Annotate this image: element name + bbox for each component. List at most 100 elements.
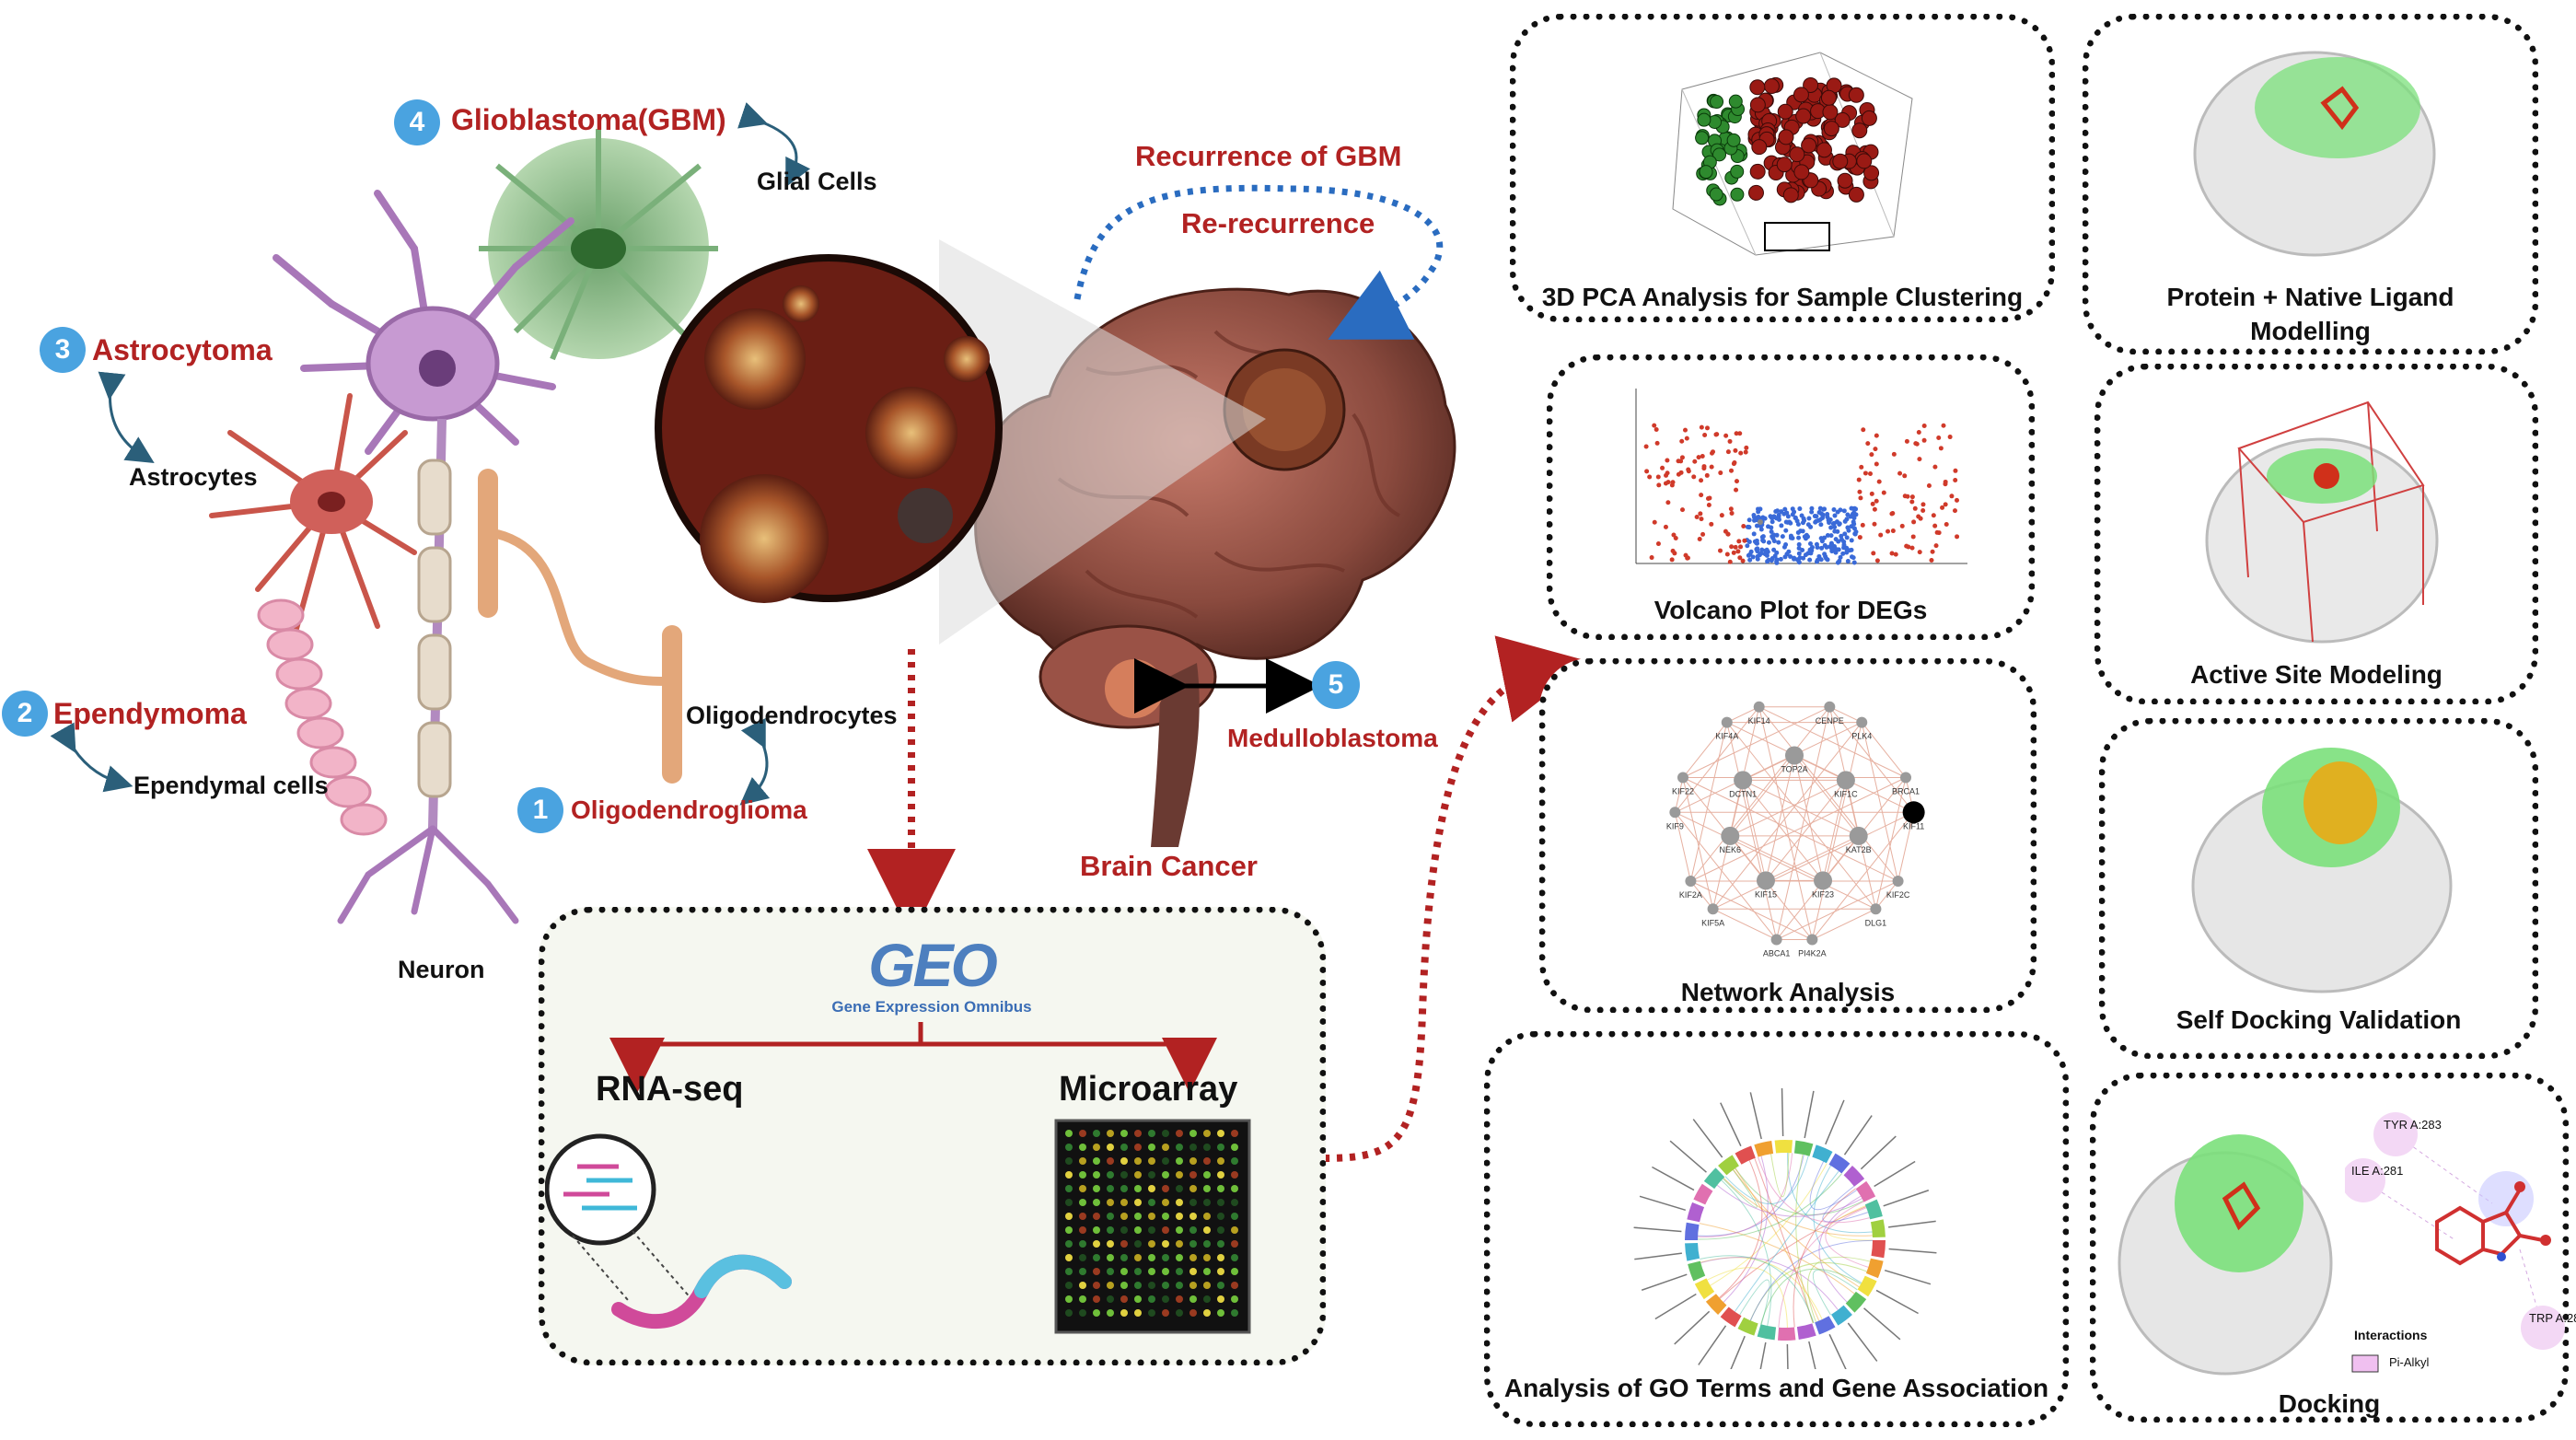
volcano-point — [1758, 519, 1763, 525]
volcano-point — [1910, 494, 1915, 499]
go-terms-panel-title: Analysis of GO Terms and Gene Associatio… — [1491, 1374, 2062, 1403]
self-docking-model — [2179, 738, 2465, 996]
volcano-point — [1770, 534, 1774, 539]
pca-point-red — [1838, 173, 1852, 188]
go-term-label-stub — [1757, 1342, 1766, 1369]
volcano-point — [1702, 433, 1707, 437]
badge-3: 3 — [40, 327, 86, 373]
pca-3d-plot — [1645, 34, 1931, 260]
volcano-point — [1656, 482, 1661, 487]
volcano-point — [1868, 471, 1873, 476]
label-microarray: Microarray — [1059, 1070, 1237, 1109]
go-chord-segment — [1735, 1145, 1756, 1164]
volcano-point — [1841, 540, 1846, 544]
volcano-point — [1652, 424, 1656, 428]
go-term-label-stub — [1782, 1088, 1783, 1136]
pca-point-red — [1750, 80, 1765, 95]
self-docking-panel: Self Docking Validation — [2099, 718, 2538, 1059]
volcano-point — [1857, 478, 1862, 482]
volcano-point — [1937, 530, 1942, 535]
volcano-point — [1878, 533, 1883, 538]
tumor-cells-closeup — [658, 258, 999, 603]
go-chord-segment — [1688, 1261, 1705, 1282]
volcano-point — [1647, 475, 1652, 480]
volcano-point — [1818, 522, 1823, 527]
volcano-point — [1827, 518, 1831, 523]
volcano-point — [1863, 470, 1868, 475]
go-chord-segment — [1858, 1276, 1877, 1297]
volcano-point — [1680, 455, 1685, 459]
badge-5: 5 — [1312, 661, 1360, 709]
volcano-point — [1710, 451, 1714, 456]
label-glioblastoma: Glioblastoma(GBM) — [451, 103, 726, 137]
volcano-point — [1872, 522, 1876, 527]
volcano-point — [1838, 521, 1842, 526]
volcano-point — [1850, 538, 1854, 542]
volcano-point — [1752, 531, 1757, 536]
self-docking-title: Self Docking Validation — [2106, 1005, 2532, 1035]
volcano-point — [1766, 524, 1770, 528]
pca-point-green — [1710, 188, 1723, 201]
volcano-point — [1779, 557, 1783, 562]
volcano-point — [1728, 560, 1733, 564]
volcano-point — [1732, 461, 1736, 466]
network-node-label: KIF11 — [1903, 821, 1924, 830]
microarray-spots — [1062, 1127, 1243, 1326]
volcano-point — [1857, 490, 1862, 494]
go-term-label-stub — [1655, 1295, 1696, 1319]
pca-point-red — [1750, 98, 1765, 112]
go-term-label-stub — [1864, 1308, 1900, 1340]
volcano-point — [1834, 547, 1839, 552]
volcano-point — [1889, 512, 1894, 517]
volcano-point — [1725, 552, 1730, 556]
volcano-point — [1920, 502, 1925, 506]
label-astrocytes: Astrocytes — [129, 463, 258, 492]
volcano-point — [1874, 434, 1879, 438]
volcano-point — [1656, 474, 1661, 479]
volcano-point — [1936, 435, 1941, 440]
volcano-point — [1761, 539, 1766, 543]
protein-ligand-title-1: Protein + Native Ligand — [2089, 283, 2532, 312]
volcano-point — [1644, 445, 1649, 449]
docking-panel: TYR A:283 ILE A:281 TRP A:282 Interactio… — [2090, 1073, 2569, 1423]
go-term-label-stub — [1844, 1116, 1872, 1155]
volcano-point — [1910, 546, 1915, 551]
volcano-point — [1842, 531, 1847, 536]
network-node — [1870, 903, 1881, 914]
volcano-point — [1918, 550, 1922, 554]
volcano-point — [1664, 525, 1668, 529]
network-node-label: DLG1 — [1865, 918, 1887, 927]
volcano-point — [1874, 499, 1879, 504]
pca-point-red — [1816, 143, 1831, 157]
volcano-point — [1890, 552, 1895, 556]
volcano-point — [1656, 541, 1661, 546]
go-term-label-stub — [1652, 1167, 1694, 1190]
volcano-point — [1832, 514, 1837, 518]
volcano-point — [1882, 491, 1886, 495]
volcano-point — [1745, 543, 1749, 548]
volcano-point — [1798, 528, 1803, 533]
network-node-label: TOP2A — [1781, 765, 1807, 774]
network-node — [1893, 876, 1904, 887]
volcano-point — [1653, 520, 1657, 525]
network-node — [1721, 827, 1739, 845]
volcano-point — [1909, 500, 1914, 505]
go-term-label-stub — [1876, 1290, 1919, 1313]
interactions-legend-item: Pi-Alkyl — [2389, 1355, 2429, 1369]
go-term-label-stub — [1640, 1196, 1686, 1210]
volcano-point — [1944, 522, 1949, 527]
volcano-point — [1774, 516, 1779, 520]
volcano-point — [1853, 532, 1858, 537]
network-node — [1771, 935, 1782, 946]
volcano-point — [1746, 525, 1751, 529]
volcano-point — [1700, 454, 1705, 459]
volcano-point — [1875, 558, 1880, 563]
volcano-point — [1679, 470, 1684, 475]
volcano-point — [1705, 425, 1710, 430]
volcano-point — [1650, 555, 1654, 560]
network-node-label: BRCA1 — [1892, 787, 1920, 796]
volcano-point — [1746, 553, 1751, 558]
volcano-point — [1734, 488, 1738, 493]
network-graph: TOP2ACENPEPLK4KIF1C BRCA1KIF11KAT2BKIF2CD… — [1601, 679, 1988, 964]
network-node-label: KIF9 — [1666, 821, 1684, 830]
